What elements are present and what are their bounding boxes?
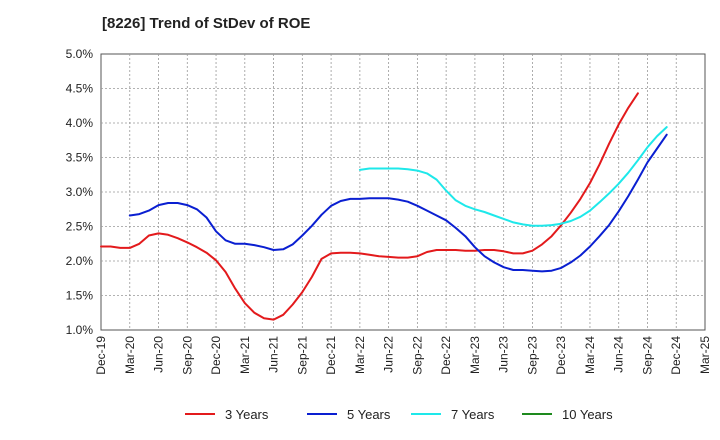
grid-lines [101,54,705,330]
x-tick-label: Dec-24 [669,336,683,375]
x-tick-label: Dec-23 [554,336,568,375]
y-tick-label: 3.0% [66,185,94,199]
x-tick-label: Jun-24 [612,336,626,373]
legend-label: 5 Years [347,407,391,422]
y-tick-label: 4.0% [66,116,94,130]
legend: 3 Years 5 Years 7 Years 10 Years [185,407,613,422]
x-tick-label: Dec-22 [439,336,453,375]
x-tick-label: Mar-23 [468,336,482,374]
chart-title: [8226] Trend of StDev of ROE [102,15,311,32]
x-tick-label: Jun-22 [382,336,396,373]
series-line-7-years [358,126,668,227]
y-tick-label: 1.0% [66,323,94,337]
series-line-3-years [100,92,639,321]
x-tick-label: Jun-21 [267,336,281,373]
x-tick-label: Mar-20 [123,336,137,374]
x-tick-label: Sep-22 [410,336,424,375]
legend-label: 10 Years [562,407,613,422]
series-line-5-years [128,133,668,273]
x-tick-label: Mar-25 [698,336,712,374]
x-tick-label: Sep-24 [640,336,654,375]
legend-label: 7 Years [451,407,495,422]
series-lines [100,92,668,321]
y-tick-label: 1.5% [66,289,94,303]
legend-label: 3 Years [225,407,269,422]
x-tick-label: Jun-23 [497,336,511,373]
y-tick-label: 2.5% [66,220,94,234]
y-tick-label: 5.0% [66,47,94,61]
x-tick-label: Sep-21 [295,336,309,375]
x-tick-label: Jun-20 [152,336,166,373]
y-tick-label: 4.5% [66,82,94,96]
x-tick-label: Dec-20 [209,336,223,375]
y-tick-label: 2.0% [66,254,94,268]
x-tick-label: Mar-24 [583,336,597,374]
x-axis-ticks: Dec-19 Mar-20 Jun-20 Sep-20 Dec-20 Mar-21 Jun-… [94,336,712,375]
x-tick-label: Dec-19 [94,336,108,375]
x-tick-label: Mar-22 [353,336,367,374]
y-tick-label: 3.5% [66,151,94,165]
x-tick-label: Dec-21 [324,336,338,375]
x-tick-label: Sep-23 [525,336,539,375]
x-tick-label: Mar-21 [238,336,252,374]
y-axis-ticks: 1.0% 1.5% 2.0% 2.5% 3.0% 3.5% 4.0% 4.5% 5.0% [66,47,94,337]
x-tick-label: Sep-20 [180,336,194,375]
